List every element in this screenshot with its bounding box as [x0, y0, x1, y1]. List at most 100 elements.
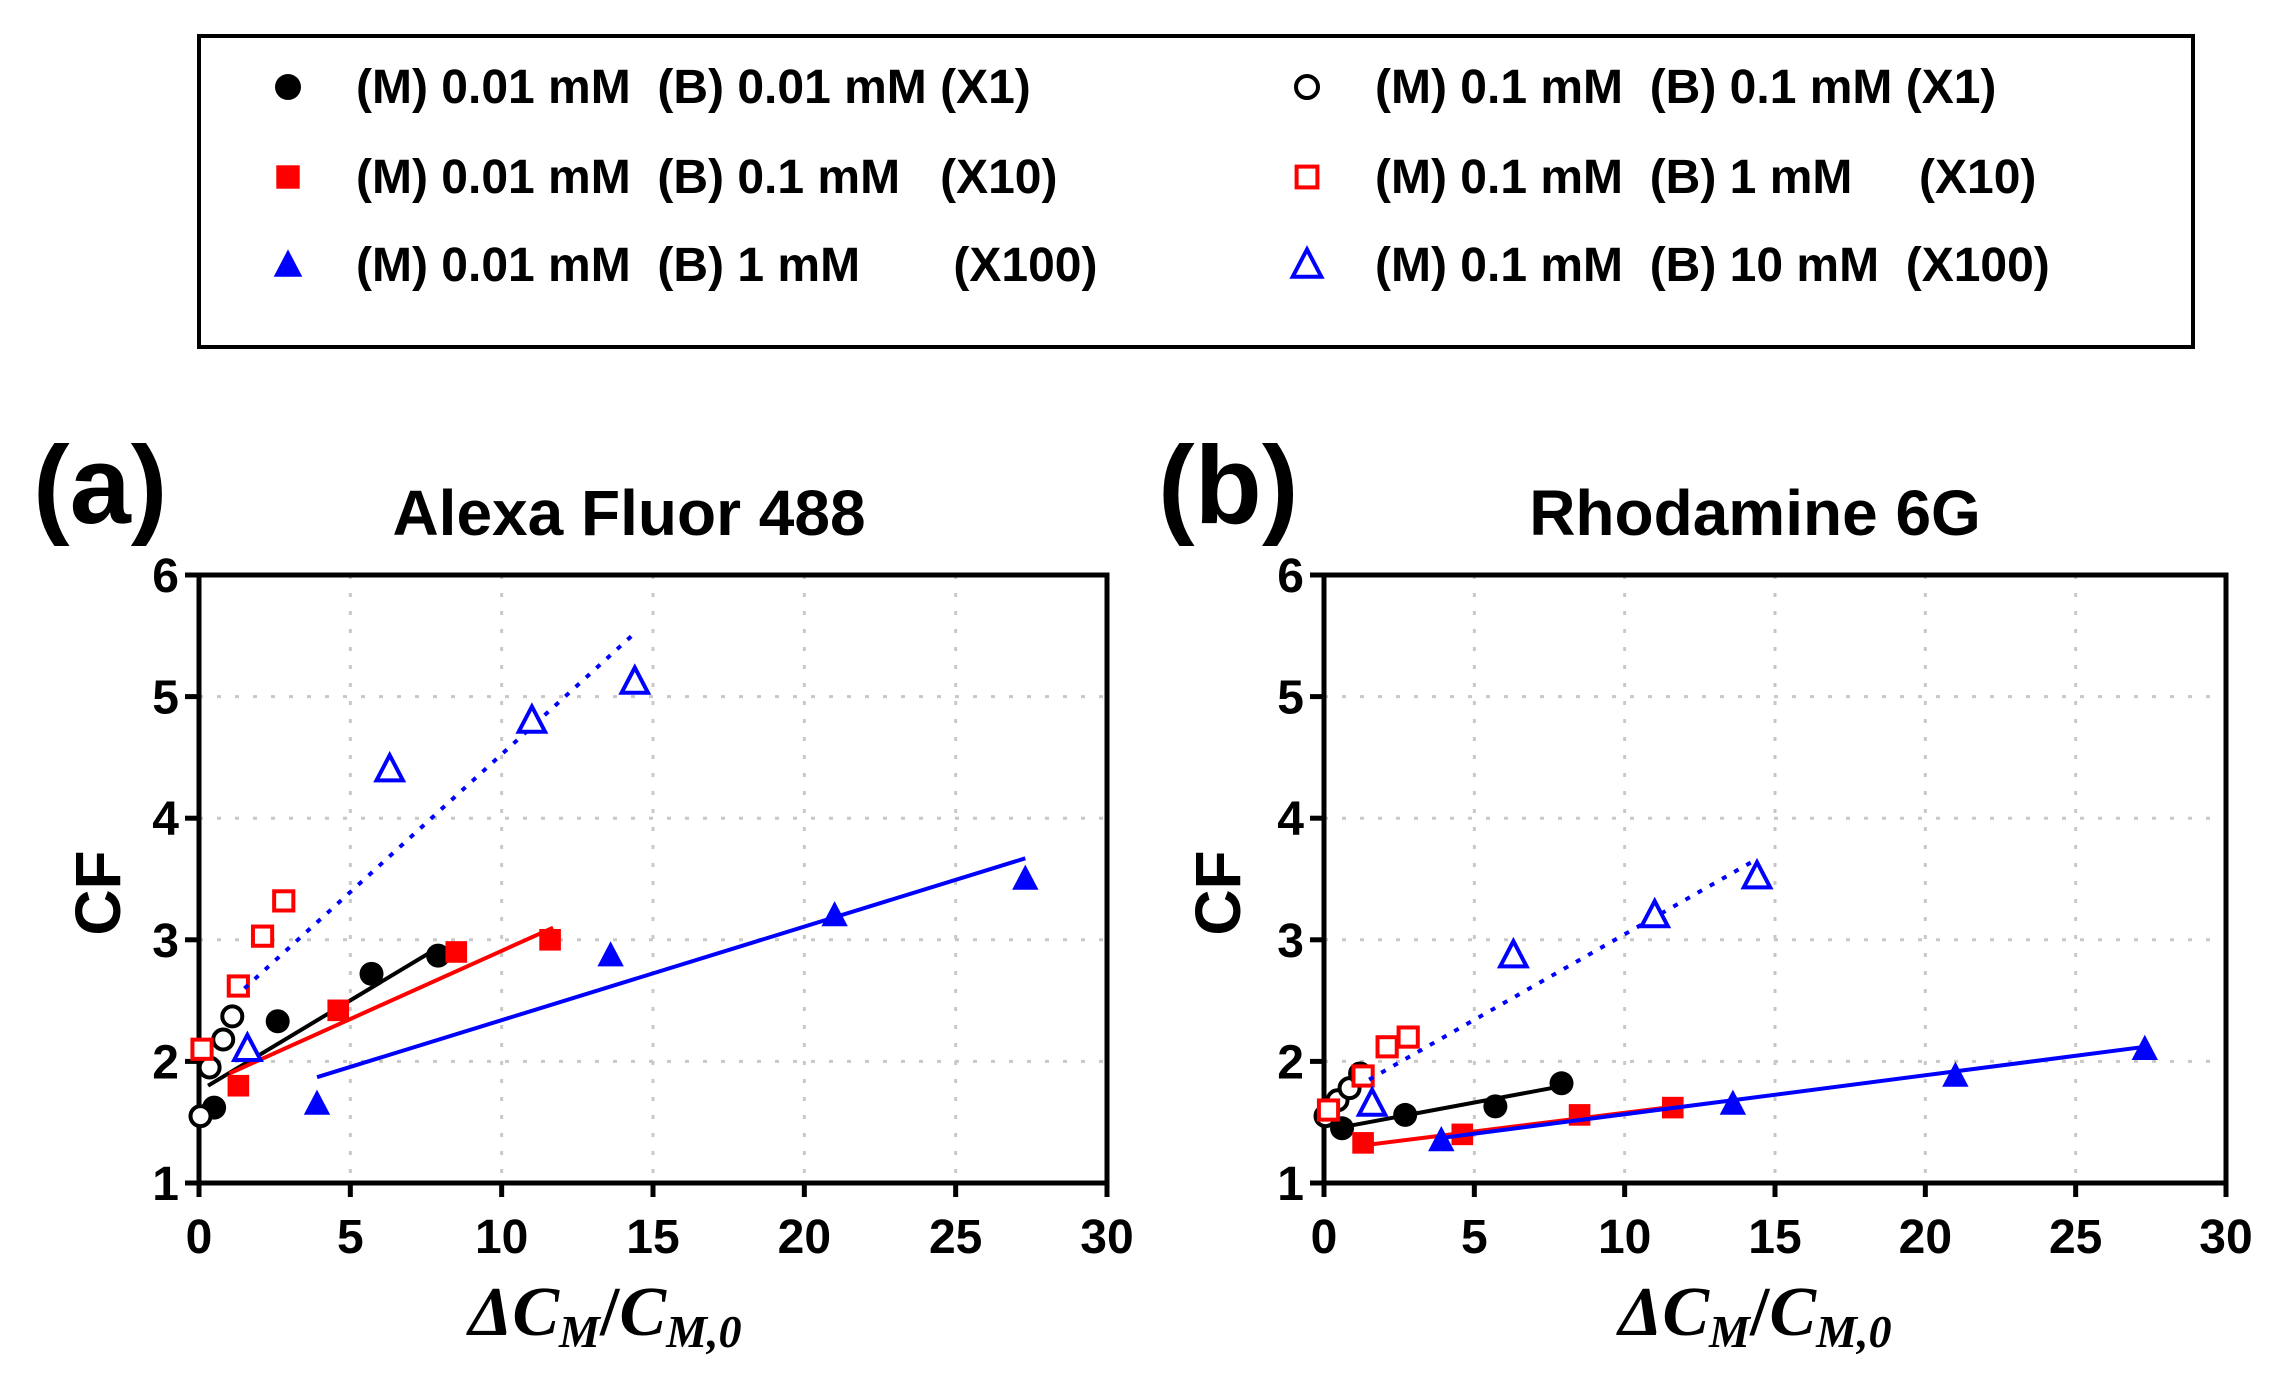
data-point — [445, 941, 468, 963]
x-tick-label: 5 — [337, 1211, 364, 1264]
series-m001_b001 — [202, 943, 451, 1120]
x-tick-label: 20 — [1899, 1211, 1952, 1264]
panel-a-label: (a) — [33, 424, 167, 547]
data-point — [1483, 1094, 1508, 1119]
data-point — [1396, 1025, 1420, 1049]
panel-a: (a) Alexa Fluor 488 CF ΔCM/CM,0 0 5 10 15 20… — [33, 424, 1134, 1357]
legend-marker — [1294, 164, 1320, 190]
panel-a-xlabel: ΔCM/CM,0 — [465, 1274, 741, 1357]
fit-line — [1335, 1083, 1565, 1131]
legend-label: (M) 0.01 mM (B) 0.1 mM (X10) — [356, 151, 1057, 204]
x-tick-label: 30 — [1080, 1211, 1133, 1264]
axes: 0 5 10 15 20 25 30 1 2 3 4 5 6 — [152, 550, 1133, 1264]
panel-a-title: Alexa Fluor 488 — [392, 477, 865, 549]
legend-entry: (M) 0.01 mM (B) 1 mM (X100) — [273, 239, 1097, 292]
legend-marker — [276, 165, 300, 189]
data-point — [188, 1104, 213, 1129]
data-point — [1352, 1132, 1374, 1154]
y-tick-label: 6 — [152, 550, 179, 603]
x-tick-label: 15 — [626, 1211, 679, 1264]
series-m001_b1 — [303, 856, 1039, 1115]
x-tick-label: 0 — [186, 1211, 213, 1264]
x-tick-label: 25 — [2049, 1211, 2102, 1264]
fit-line — [228, 925, 554, 1076]
legend-entry: (M) 0.01 mM (B) 0.01 mM (X1) — [275, 61, 1031, 114]
legend-marker — [1289, 245, 1325, 279]
legend-marker — [1294, 74, 1320, 100]
legend-label: (M) 0.1 mM (B) 0.1 mM (X1) — [1375, 61, 1996, 114]
data-point — [2131, 1034, 2158, 1060]
panel-b-label: (b) — [1158, 424, 1298, 547]
data-point — [539, 929, 561, 951]
series-m001_b01 — [227, 925, 561, 1097]
x-tick-label: 25 — [929, 1211, 982, 1264]
y-tick-label: 3 — [152, 915, 179, 968]
data-point — [515, 702, 549, 734]
legend-marker — [275, 74, 301, 100]
series-m01_b1 — [190, 889, 296, 1061]
data-point — [618, 663, 652, 695]
legend-label: (M) 0.1 mM (B) 1 mM (X10) — [1375, 151, 2036, 204]
legend-label: (M) 0.1 mM (B) 10 mM (X100) — [1375, 239, 2050, 292]
y-tick-label: 3 — [1277, 915, 1304, 968]
data-point — [426, 943, 451, 968]
legend-entry: (M) 0.01 mM (B) 0.1 mM (X10) — [276, 151, 1057, 204]
data-point — [597, 941, 624, 967]
y-tick-label: 5 — [152, 672, 179, 725]
panel-a-xlabel-text: ΔCM/CM,0 — [465, 1274, 741, 1357]
data-point — [227, 1074, 250, 1097]
panel-b-ylabel: CF — [1182, 850, 1254, 935]
data-point — [250, 924, 275, 948]
data-point — [272, 889, 296, 913]
panel-b-xlabel: ΔCM/CM,0 — [1615, 1274, 1891, 1357]
data-point — [1719, 1089, 1747, 1115]
data-point — [265, 1009, 290, 1034]
data-point — [1316, 1098, 1341, 1122]
data-point — [220, 1004, 245, 1029]
y-tick-label: 1 — [152, 1158, 179, 1211]
y-tick-label: 2 — [1277, 1036, 1304, 1089]
legend-label: (M) 0.01 mM (B) 0.01 mM (X1) — [356, 61, 1031, 114]
series-m01_b01 — [188, 1004, 245, 1129]
data-point — [1549, 1071, 1574, 1096]
x-tick-label: 20 — [778, 1211, 831, 1264]
legend: (M) 0.01 mM (B) 0.01 mM (X1) (M) 0.1 mM (… — [197, 34, 2195, 349]
legend-label: (M) 0.01 mM (B) 1 mM (X100) — [356, 239, 1097, 292]
series-m01_b1 — [1316, 1025, 1420, 1122]
data-point — [1942, 1061, 1969, 1087]
fit-line — [1368, 859, 1755, 1082]
y-tick-label: 4 — [1277, 793, 1304, 846]
y-tick-label: 6 — [1277, 550, 1304, 603]
data-point — [1375, 1035, 1399, 1059]
data-point — [230, 1030, 264, 1062]
data-point — [1393, 1102, 1418, 1127]
data-point — [821, 901, 848, 927]
fit-line — [316, 856, 1026, 1080]
x-tick-label: 10 — [1598, 1211, 1651, 1264]
series-m001_b1 — [1428, 1034, 2158, 1152]
x-tick-label: 5 — [1461, 1211, 1488, 1264]
data-point — [1330, 1116, 1355, 1141]
panel-b: (b) Rhodamine 6G CF ΔCM/CM,0 0 5 10 15 20 25 3… — [1158, 424, 2253, 1357]
data-point — [1638, 896, 1672, 929]
series-m001_b001 — [1330, 1071, 1574, 1141]
data-point — [359, 961, 384, 986]
fit-line — [1441, 1044, 2146, 1140]
data-point — [373, 750, 407, 783]
x-tick-label: 15 — [1748, 1211, 1801, 1264]
legend-frame — [197, 34, 2195, 349]
legend-entry: (M) 0.1 mM (B) 10 mM (X100) — [1289, 239, 2050, 292]
data-point — [1355, 1085, 1389, 1117]
panel-a-ylabel: CF — [62, 850, 134, 935]
data-point — [1740, 857, 1774, 890]
legend-entry: (M) 0.1 mM (B) 1 mM (X10) — [1294, 151, 2036, 204]
series-m01_b10 — [230, 634, 652, 1062]
y-tick-label: 4 — [152, 793, 179, 846]
x-tick-label: 0 — [1311, 1211, 1338, 1264]
x-tick-label: 30 — [2199, 1211, 2252, 1264]
axes: 0 5 10 15 20 25 30 1 2 3 4 5 6 — [1277, 550, 2252, 1264]
data-point — [327, 999, 350, 1022]
legend-entry: (M) 0.1 mM (B) 0.1 mM (X1) — [1294, 61, 1996, 114]
panel-b-title: Rhodamine 6G — [1529, 477, 1981, 549]
